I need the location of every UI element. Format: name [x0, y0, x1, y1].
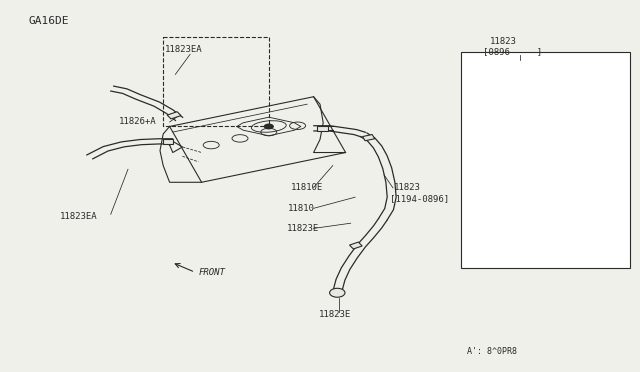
- Text: 11823: 11823: [490, 36, 516, 45]
- Text: 11823: 11823: [394, 183, 420, 192]
- Text: GA16DE: GA16DE: [29, 16, 69, 26]
- Polygon shape: [163, 139, 173, 144]
- Text: [1194-0896]: [1194-0896]: [390, 195, 449, 203]
- Circle shape: [264, 124, 274, 129]
- Text: 11826+A: 11826+A: [118, 116, 156, 125]
- Text: [0896-    ]: [0896- ]: [483, 47, 542, 56]
- Text: 11810E: 11810E: [291, 183, 323, 192]
- Text: 11823E: 11823E: [319, 310, 351, 319]
- Text: 11823EA: 11823EA: [165, 45, 203, 54]
- Text: 11823EA: 11823EA: [60, 212, 97, 221]
- Text: 11810: 11810: [288, 204, 315, 213]
- Polygon shape: [362, 135, 375, 141]
- Polygon shape: [317, 126, 328, 131]
- Text: 11823E: 11823E: [287, 224, 319, 232]
- Circle shape: [330, 288, 345, 297]
- Polygon shape: [167, 112, 181, 119]
- Polygon shape: [349, 242, 362, 249]
- Bar: [461, 52, 630, 268]
- Text: FRONT: FRONT: [198, 267, 225, 276]
- Text: A': 8^0PR8: A': 8^0PR8: [467, 347, 517, 356]
